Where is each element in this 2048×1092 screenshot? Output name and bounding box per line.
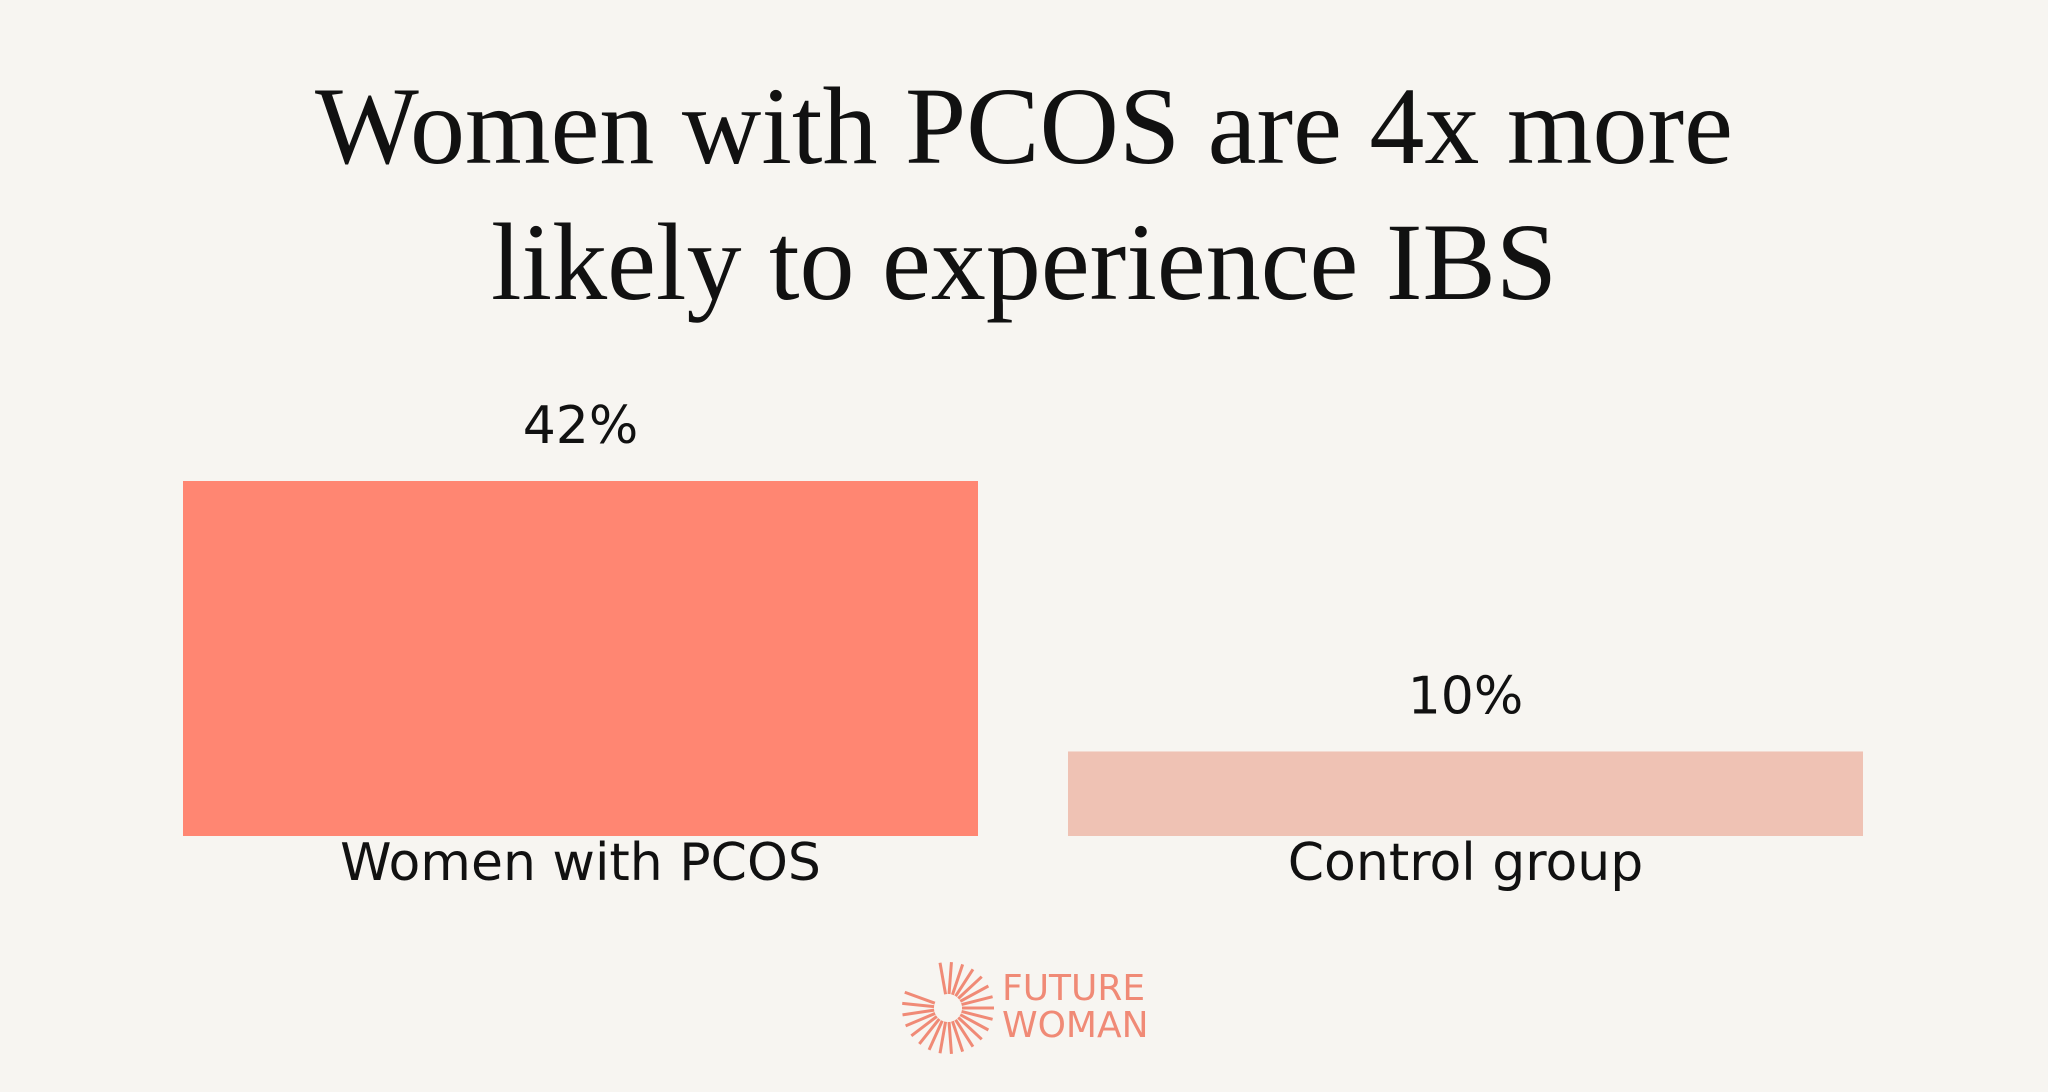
bar xyxy=(183,481,978,836)
logo-ray xyxy=(947,962,953,995)
category-label: Control group xyxy=(1288,833,1644,893)
logo-text: FUTURE xyxy=(1002,968,1145,1009)
logo-ray xyxy=(957,1016,983,1041)
logo-ray xyxy=(902,1001,935,1009)
bar xyxy=(1068,751,1863,836)
logo-ray xyxy=(961,1010,993,1021)
logo-text: WOMAN xyxy=(1002,1005,1149,1046)
chart-title: Women with PCOS are 4x more likely to ex… xyxy=(315,65,1733,323)
logo-ray xyxy=(961,995,993,1006)
logo-ray xyxy=(957,975,983,1000)
logo-ray xyxy=(902,1008,935,1017)
logo-icon xyxy=(902,962,994,1054)
logo-ray xyxy=(905,1012,936,1028)
logo-ray xyxy=(910,1015,938,1037)
value-label: 10% xyxy=(1408,666,1524,726)
value-label: 42% xyxy=(523,396,639,456)
logo-ray xyxy=(904,990,936,1005)
logo-ray xyxy=(954,1018,975,1048)
logo-ray xyxy=(951,1020,965,1053)
logo-ray xyxy=(927,1020,944,1051)
logo-ray xyxy=(954,968,975,998)
logo-ray xyxy=(947,1021,953,1054)
category-label: Women with PCOS xyxy=(340,833,821,893)
logo-ray xyxy=(959,1013,990,1032)
logo-ray xyxy=(938,962,948,995)
logo-ray xyxy=(918,1018,941,1045)
logo-ray xyxy=(951,963,965,996)
logo-ray xyxy=(938,1021,948,1054)
logo-ray xyxy=(959,984,990,1003)
